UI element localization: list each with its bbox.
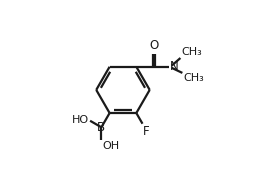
- Text: B: B: [97, 121, 105, 134]
- Text: OH: OH: [102, 141, 119, 151]
- Text: HO: HO: [72, 115, 89, 125]
- Text: F: F: [143, 125, 150, 138]
- Text: O: O: [149, 39, 159, 52]
- Text: CH₃: CH₃: [181, 48, 202, 57]
- Text: CH₃: CH₃: [183, 74, 204, 83]
- Text: N: N: [170, 60, 179, 73]
